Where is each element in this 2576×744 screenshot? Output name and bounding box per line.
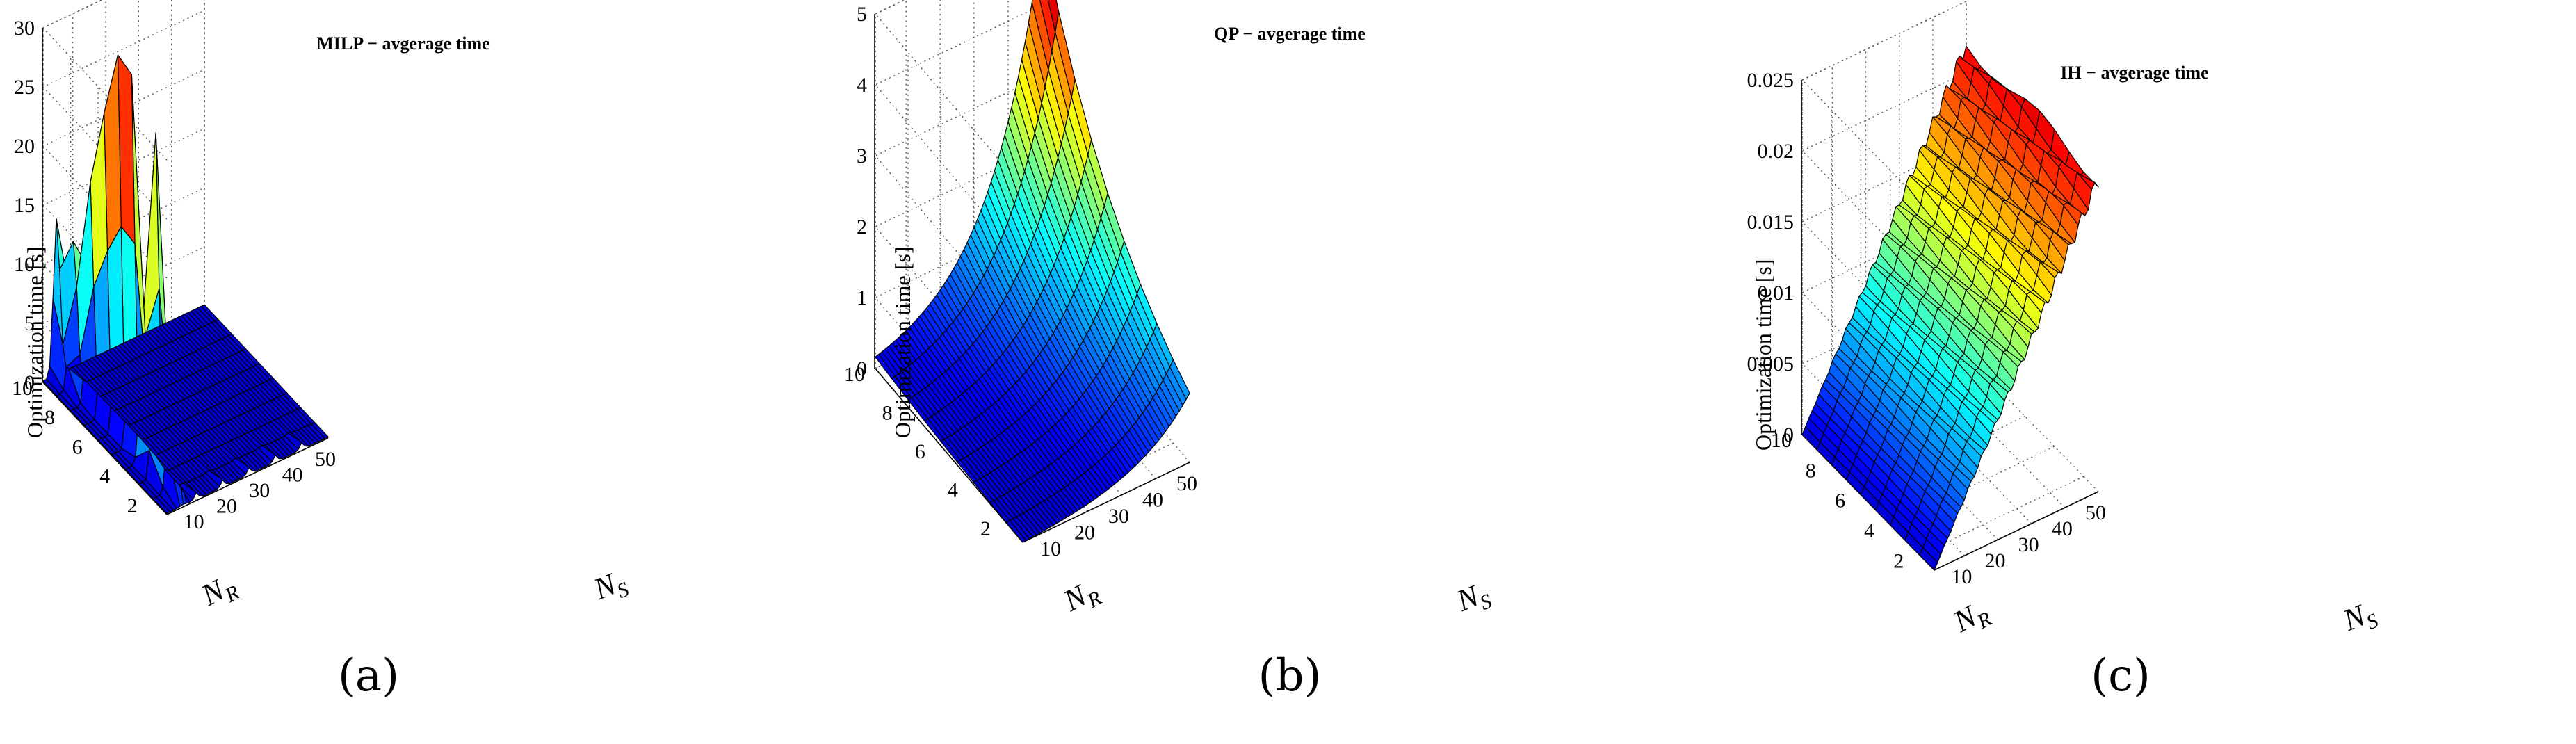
x-tick-label: 20: [1074, 521, 1095, 544]
x-tick-label: 40: [2052, 517, 2073, 540]
surface-patch: [1031, 0, 1053, 70]
y-tick-label: 10: [844, 363, 865, 386]
x-tick-label: 10: [1951, 565, 1972, 588]
panel-b-zlabel: Optimization time [s]: [890, 246, 915, 439]
panel-c-label: (c): [2091, 650, 2150, 702]
z-tick-label: 0.025: [1747, 69, 1795, 92]
panel-a-title: MILP − avgerage time: [316, 33, 490, 54]
x-tick-label: 10: [1040, 537, 1061, 560]
z-tick-label: 30: [14, 17, 35, 40]
surface-patch: [1047, 0, 1060, 33]
axes: [874, 14, 1190, 543]
surface-patch: [1039, 0, 1056, 52]
surface: [875, 0, 1190, 543]
z-tick-label: 2: [857, 216, 867, 238]
x-tick-label: 10: [184, 510, 204, 533]
z-tick-label: 0.015: [1747, 211, 1795, 234]
z-tick-label: 0: [1783, 423, 1794, 446]
x-tick-label: 30: [1108, 505, 1129, 528]
y-tick-label: 8: [1806, 459, 1816, 482]
x-tick-label: 40: [1142, 488, 1163, 511]
y-tick-label: 6: [1835, 490, 1845, 512]
axes: [42, 28, 329, 515]
z-tick-label: 4: [857, 74, 867, 97]
x-tick-label: 50: [1176, 472, 1197, 495]
z-tick-label: 15: [14, 194, 35, 217]
x-tick-label: 30: [249, 479, 270, 502]
y-tick-label: 4: [1864, 519, 1874, 542]
y-tick-label: 2: [980, 517, 991, 540]
y-tick-label: 6: [915, 440, 925, 463]
y-tick-label: 2: [1893, 549, 1904, 572]
y-tick-label: 10: [1771, 429, 1792, 452]
surface-patch: [1962, 45, 1982, 70]
panel-c-zlabel: Optimization time [s]: [1751, 259, 1776, 451]
y-tick-label: 10: [12, 377, 33, 400]
y-tick-label: 2: [127, 494, 138, 517]
z-tick-label: 25: [14, 76, 35, 99]
panel-a-zlabel: Optimization time [s]: [22, 246, 47, 439]
z-tick-label: 0: [857, 357, 867, 380]
panel-c: IH − avgerage time 0 0.005 0.01 0.015 0.02 0.…: [1717, 0, 2576, 744]
y-tick-label: 8: [44, 406, 55, 429]
x-tick-label: 20: [1985, 549, 2006, 572]
x-tick-label: 40: [282, 463, 303, 486]
surface: [42, 54, 329, 514]
panel-b-title: QP − avgerage time: [1214, 24, 1366, 44]
y-tick-label: 6: [72, 435, 83, 458]
panel-b: QP − avgerage time 0 1 2 3 4 5 10 20 30 40 50 2 4 6 8 1…: [844, 0, 1717, 744]
panel-a: MILP − avgerage time 0 5 10 15 20 25 30 10 20 30 4…: [0, 0, 859, 744]
y-tick-label: 4: [99, 465, 110, 488]
z-tick-label: 3: [857, 145, 867, 168]
x-tick-label: 50: [2085, 501, 2106, 524]
z-tick-label: 10: [14, 253, 35, 276]
x-tick-label: 20: [216, 494, 237, 517]
surface-patch: [200, 304, 219, 322]
z-tick-label: 5: [857, 3, 867, 26]
z-tick-label: 20: [14, 135, 35, 158]
x-tick-label: 50: [315, 448, 336, 471]
surface: [1801, 45, 2099, 571]
z-tick-label: 5: [24, 312, 35, 335]
y-tick-label: 4: [948, 479, 958, 502]
z-tick-label: 0.01: [1758, 282, 1795, 305]
panel-c-title: IH − avgerage time: [2060, 63, 2209, 83]
z-tick-label: 0: [24, 371, 35, 394]
panel-a-label: (a): [337, 650, 400, 702]
z-tick-label: 0.02: [1758, 140, 1795, 163]
x-tick-label: 30: [2018, 533, 2039, 556]
z-tick-label: 1: [857, 286, 867, 309]
y-tick-label: 8: [882, 402, 893, 425]
panel-b-label: (b): [1258, 650, 1322, 702]
z-tick-label: 0.005: [1747, 353, 1795, 375]
